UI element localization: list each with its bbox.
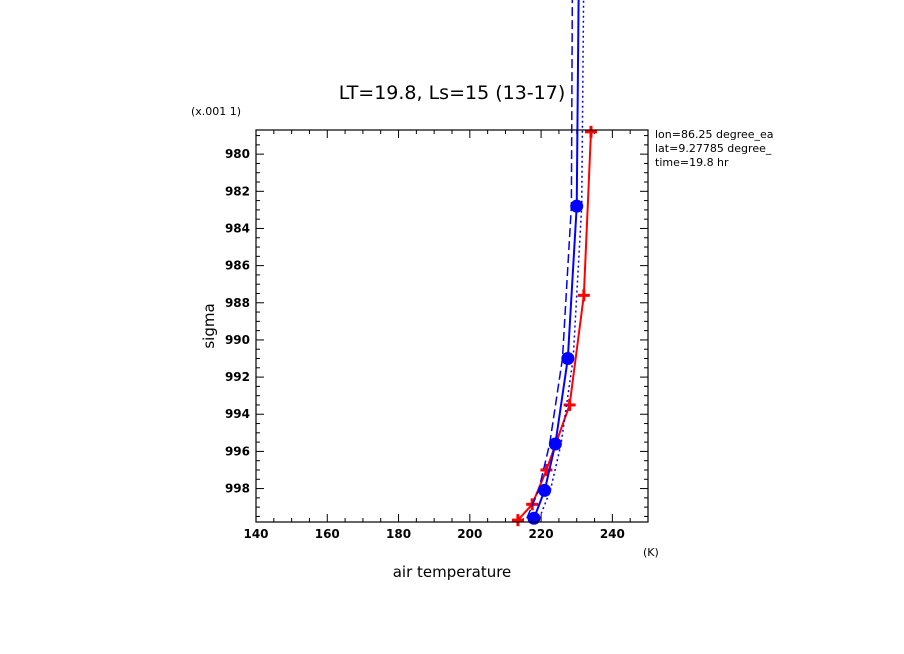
x-tick-label: 200: [457, 527, 482, 541]
y-axis-label: sigma: [200, 303, 218, 348]
info-lon: lon=86.25 degree_ea: [655, 128, 774, 141]
y-tick-label: 984: [225, 221, 250, 235]
data-point: [584, 125, 597, 138]
y-tick-label: 994: [225, 407, 250, 421]
data-point-circle: [538, 483, 552, 497]
y-tick-label: 990: [225, 333, 250, 347]
y-tick-label: 998: [225, 482, 250, 496]
info-time: time=19.8 hr: [655, 156, 729, 169]
chart-title: LT=19.8, Ls=15 (13-17): [339, 82, 566, 104]
y-tick-label: 986: [225, 259, 250, 273]
x-tick-label: 140: [243, 527, 268, 541]
series-line-3: [538, 0, 585, 519]
x-unit-label: (K): [643, 546, 659, 559]
x-tick-label: 220: [529, 527, 554, 541]
y-scale-note: (x.001 1): [191, 105, 241, 118]
series-line-0: [517, 131, 592, 521]
data-layer: [511, 0, 597, 527]
x-tick-label: 180: [386, 527, 411, 541]
data-point: [540, 463, 553, 476]
x-axis-label: air temperature: [393, 563, 512, 581]
y-tick-label: 988: [225, 296, 250, 310]
data-point: [561, 352, 575, 366]
y-tick-label: 982: [225, 184, 250, 198]
data-point-circle: [548, 437, 562, 451]
y-tick-label: 992: [225, 370, 250, 384]
plot-frame: [255, 129, 649, 523]
data-point: [570, 199, 584, 213]
axes: 140 160 180 200 220 240 980 982 984 986 988 990 992 9…: [225, 130, 649, 541]
data-point: [538, 483, 552, 497]
x-tick-label: 240: [600, 527, 625, 541]
data-point: [511, 514, 524, 527]
series-line-2: [526, 0, 574, 519]
data-point-circle: [561, 352, 575, 366]
data-point: [577, 289, 590, 302]
info-lat: lat=9.27785 degree_: [655, 142, 772, 155]
data-point-circle: [570, 199, 584, 213]
y-tick-label: 996: [225, 444, 250, 458]
y-tick-label: 980: [225, 147, 250, 161]
data-point: [548, 437, 562, 451]
data-point: [563, 398, 576, 411]
x-tick-label: 160: [315, 527, 340, 541]
